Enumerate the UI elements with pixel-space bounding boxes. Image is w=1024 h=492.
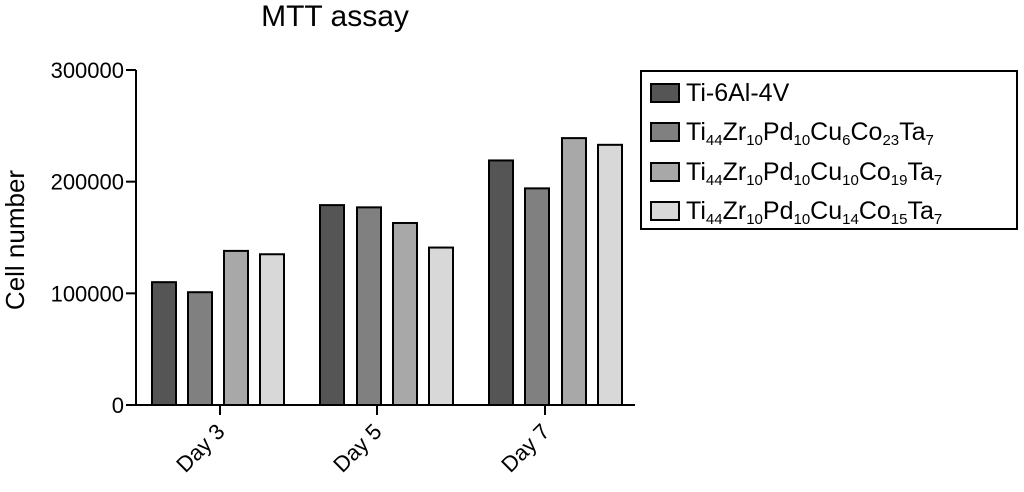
legend-swatch-1	[650, 83, 680, 103]
bar	[319, 204, 345, 406]
legend-label-4: Ti44Zr10Pd10Cu14Co15Ta7	[686, 196, 943, 228]
y-tick-label: 200000	[51, 170, 124, 195]
chart-title: MTT assay	[261, 0, 409, 33]
y-tick-label: 300000	[51, 58, 124, 83]
y-axis-label: Cell number	[0, 170, 30, 311]
bar	[428, 246, 454, 406]
bar	[259, 253, 285, 406]
legend-label-3: Ti44Zr10Pd10Cu10Co19Ta7	[686, 157, 943, 189]
legend-item-cu6: Ti44Zr10Pd10Cu6Co23Ta7	[650, 116, 934, 148]
x-tick-label: Day 5	[328, 419, 386, 477]
legend-item-ti6al4v: Ti-6Al-4V	[650, 77, 789, 109]
x-tick-label: Day 3	[171, 419, 229, 477]
legend-item-cu10: Ti44Zr10Pd10Cu10Co19Ta7	[650, 156, 942, 188]
chart-legend: Ti-6Al-4V Ti44Zr10Pd10Cu6Co23Ta7 Ti44Zr1…	[640, 70, 1018, 230]
legend-label-2: Ti44Zr10Pd10Cu6Co23Ta7	[686, 117, 934, 149]
y-tick-label: 0	[112, 393, 124, 418]
legend-swatch-4	[650, 201, 680, 221]
bar	[392, 221, 418, 406]
legend-label-1: Ti-6Al-4V	[686, 78, 790, 107]
bar	[597, 143, 623, 406]
bar	[187, 291, 213, 407]
bar	[356, 206, 382, 406]
bar	[223, 249, 249, 406]
x-tick-label: Day 7	[496, 419, 554, 477]
bar	[561, 137, 587, 406]
bar	[488, 159, 514, 406]
legend-item-cu14: Ti44Zr10Pd10Cu14Co15Ta7	[650, 195, 942, 227]
bar	[524, 187, 550, 406]
legend-swatch-2	[650, 122, 680, 142]
y-tick-label: 100000	[51, 281, 124, 306]
legend-swatch-3	[650, 162, 680, 182]
bar	[151, 281, 177, 406]
